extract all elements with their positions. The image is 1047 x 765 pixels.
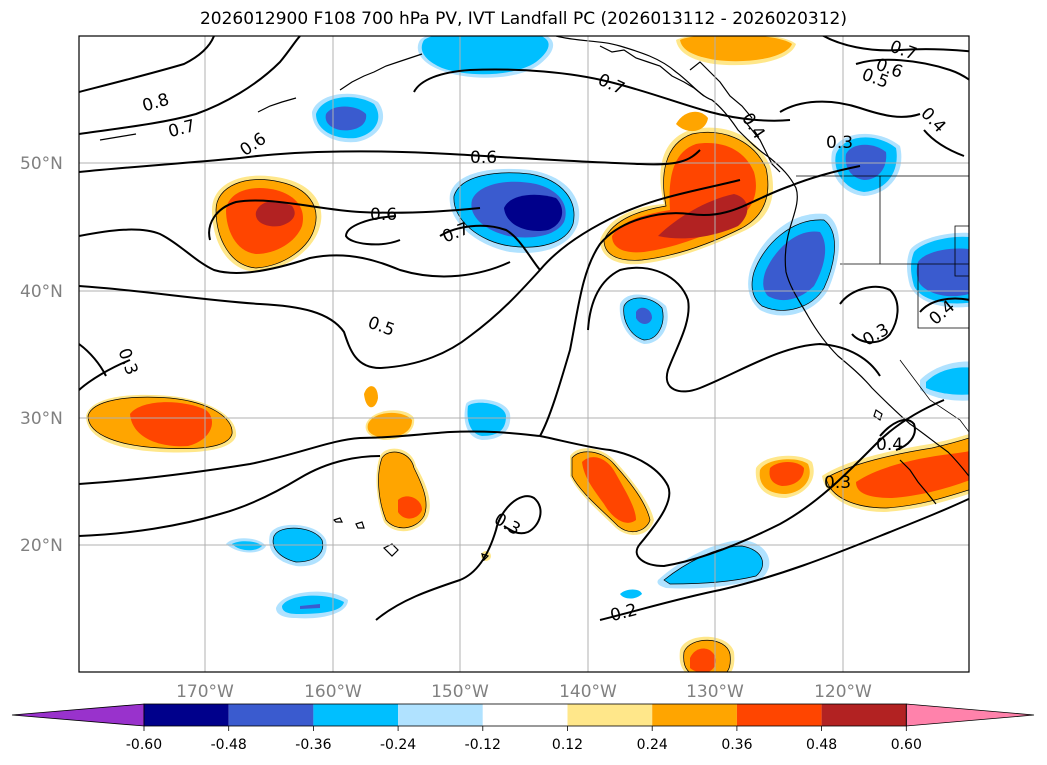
contour-label: 0.6 (470, 148, 497, 168)
negative-anomaly-us-west-coast (748, 133, 969, 401)
pv-contours (79, 36, 969, 621)
colorbar: -0.60 -0.48 -0.36 -0.24 -0.12 0.12 0.24 … (11, 703, 1035, 753)
lon-label-150w: 150°W (431, 682, 489, 702)
anomaly-outlines (87, 132, 969, 672)
colorbar-tick-label: 0.48 (806, 737, 837, 753)
negative-anomaly-gulf-of-alaska (312, 36, 554, 143)
colorbar-ticks (143, 726, 907, 731)
coastlines (99, 36, 969, 562)
colorbar-segment (821, 704, 907, 726)
lon-label-170w: 170°W (176, 682, 234, 702)
lat-label-30n: 30°N (20, 409, 63, 429)
contour-label: 0.4 (876, 435, 903, 455)
lat-label-50n: 50°N (20, 154, 63, 174)
colorbar-segment (398, 704, 483, 726)
colorbar-segment (228, 704, 314, 726)
lon-label-130w: 130°W (686, 682, 744, 702)
map-title: 2026012900 F108 700 hPa PV, IVT Landfall… (199, 9, 847, 29)
positive-anomaly-subtropics-west (86, 394, 237, 453)
negative-anomaly-east-pacific (620, 540, 770, 599)
colorbar-tick-label: 0.60 (891, 737, 922, 753)
colorbar-outline (143, 703, 907, 727)
map-background (79, 36, 969, 672)
latitude-labels: 50°N 40°N 30°N 20°N (20, 154, 63, 556)
colorbar-tick-label: 0.12 (552, 737, 583, 753)
colorbar-tick-label: -0.12 (465, 737, 501, 753)
colorbar-segment (144, 704, 229, 726)
lat-label-20n: 20°N (20, 536, 63, 556)
positive-anomaly-northeast-pacific (600, 36, 796, 265)
positive-anomaly-central-islands (364, 386, 491, 561)
colorbar-tick-label: -0.24 (380, 737, 416, 753)
colorbar-tick-label: 0.24 (637, 737, 668, 753)
positive-anomaly-west-pacific (212, 175, 322, 272)
lon-label-140w: 140°W (559, 682, 617, 702)
positive-anomaly-subtropics-east (570, 433, 969, 672)
political-borders (796, 175, 969, 433)
contour-label: 0.3 (826, 133, 853, 153)
longitude-labels: 170°W 160°W 150°W 140°W 130°W 120°W (176, 682, 872, 702)
colorbar-segment (736, 704, 822, 726)
colorbar-segment (482, 704, 568, 726)
lon-label-160w: 160°W (304, 682, 362, 702)
colorbar-tick-label: 0.36 (721, 737, 752, 753)
colorbar-extend-low (11, 703, 145, 727)
colorbar-extend-high (905, 703, 1035, 727)
colorbar-tick-label: -0.60 (126, 737, 162, 753)
graticule (79, 36, 969, 672)
colorbar-segment (652, 704, 737, 726)
colorbar-tick-label: -0.48 (211, 737, 247, 753)
colorbar-segment (567, 704, 653, 726)
map-frame (78, 35, 970, 673)
negative-anomaly-central-north-pacific (449, 168, 580, 253)
colorbar-segment (313, 704, 399, 726)
lat-label-40n: 40°N (20, 282, 63, 302)
contour-label: 0.6 (370, 205, 397, 225)
lon-label-120w: 120°W (814, 682, 872, 702)
contour-label: 0.3 (824, 473, 851, 493)
colorbar-tick-label: -0.36 (295, 737, 331, 753)
